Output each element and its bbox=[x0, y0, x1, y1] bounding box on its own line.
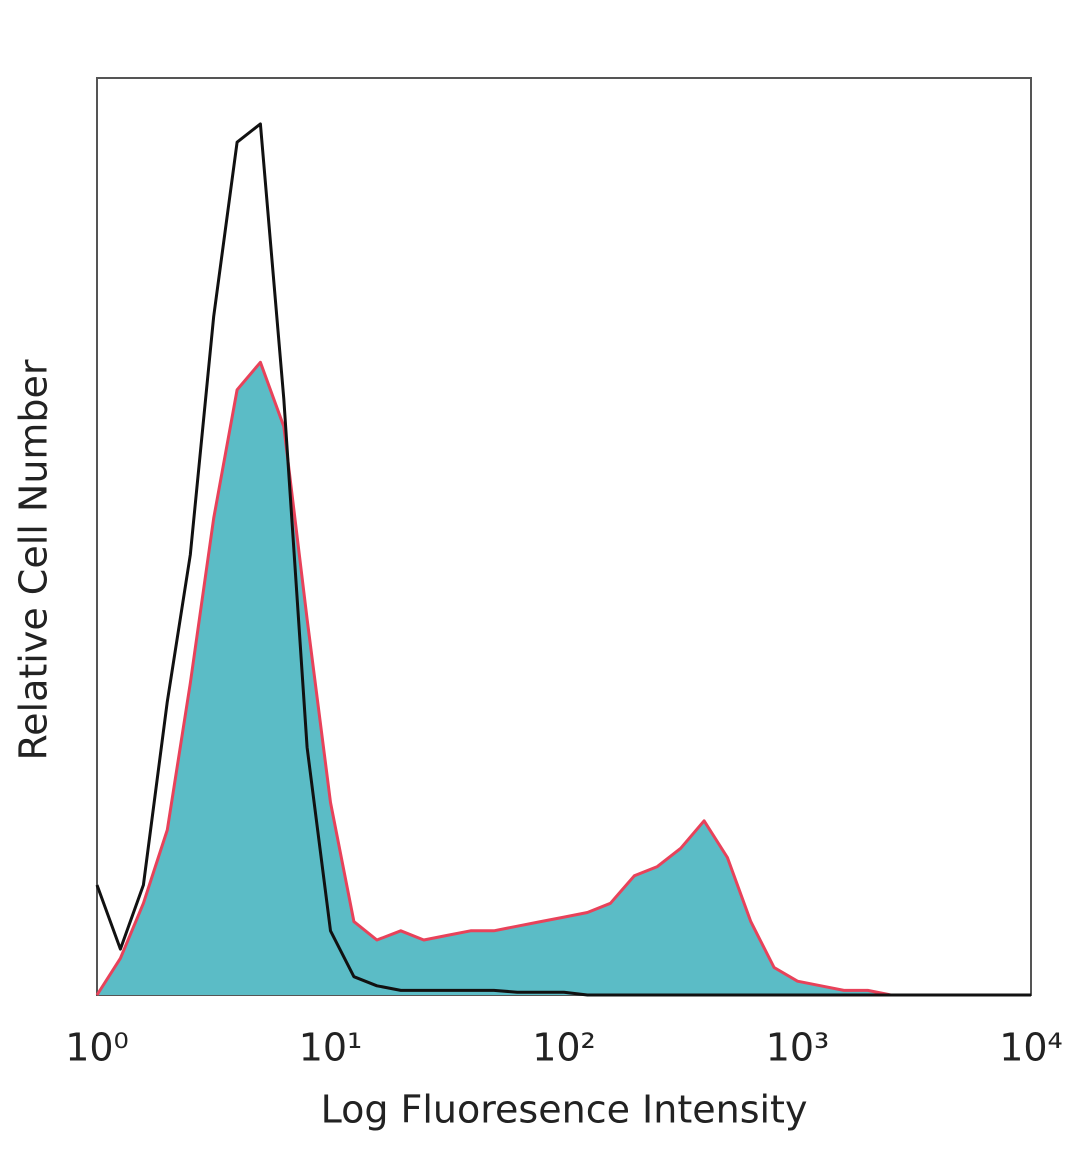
histogram-line bbox=[95, 360, 1031, 997]
x-tick-label: 10¹ bbox=[299, 1026, 363, 1070]
histogram-area bbox=[97, 362, 1031, 995]
x-tick-label: 10⁰ bbox=[65, 1026, 129, 1070]
plot-area bbox=[95, 122, 1031, 997]
x-tick-label: 10⁴ bbox=[999, 1026, 1063, 1070]
histogram-line bbox=[95, 122, 1031, 997]
x-axis-label: Log Fluoresence Intensity bbox=[321, 1088, 808, 1132]
y-axis-label: Relative Cell Number bbox=[12, 359, 56, 760]
x-tick-label: 10³ bbox=[766, 1026, 830, 1070]
x-tick-label: 10² bbox=[532, 1026, 596, 1070]
